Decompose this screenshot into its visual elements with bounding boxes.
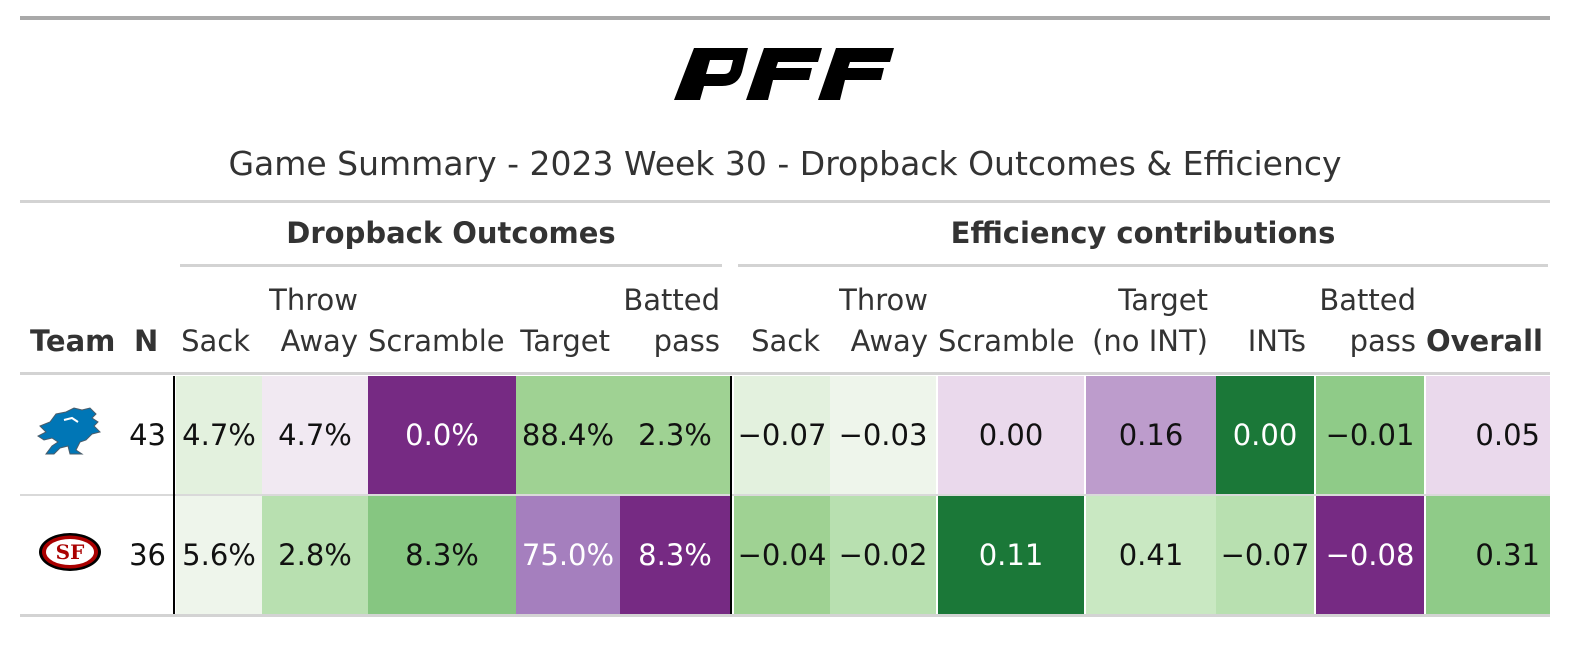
column-header-eff-batted-pass: Batted pass [1319,283,1416,358]
cell-eff-sack: −0.04 [734,496,830,614]
cell-n: 36 [129,538,166,572]
cell-outcome-batted-pass: 2.3% [620,376,730,494]
cell-eff-scramble: 0.11 [938,496,1084,614]
cell-outcome-scramble: 0.0% [368,376,516,494]
column-header-eff-throw-away: Throw Away [839,283,928,358]
column-header-outcome-batted-pass: Batted pass [623,283,720,358]
spanner-efficiency-contributions: Efficiency contributions [950,216,1336,250]
cell-eff-ints: −0.07 [1216,496,1314,614]
cell-eff-target-no-int: 0.16 [1086,376,1216,494]
san-francisco-49ers-logo: SF [39,533,101,571]
column-header-eff-overall: Overall [1426,324,1543,358]
cell-eff-throw-away: −0.03 [830,376,936,494]
column-header-eff-ints: INTs [1247,324,1306,358]
pff-logo [674,48,894,100]
cell-outcome-throw-away: 2.8% [262,496,368,614]
outcomes-left-border [173,376,175,614]
cell-outcome-sack: 5.6% [176,496,262,614]
column-header-n: N [134,324,159,358]
cell-outcome-target: 75.0% [516,496,620,614]
detroit-lions-logo [37,407,101,455]
cell-eff-batted-pass: −0.08 [1316,496,1424,614]
cell-eff-batted-pass: −0.01 [1316,376,1424,494]
cell-eff-ints: 0.00 [1216,376,1314,494]
column-header-outcome-scramble: Scramble [368,324,505,358]
efficiency-left-border [730,376,732,614]
table-title: Game Summary - 2023 Week 30 - Dropback O… [228,144,1342,183]
title-rule [20,200,1550,203]
svg-text:SF: SF [56,540,85,564]
column-header-eff-target-no-int: Target (no INT) [1092,283,1208,358]
cell-eff-target-no-int: 0.41 [1086,496,1216,614]
column-header-outcome-sack: Sack [181,324,250,358]
cell-n: 43 [129,418,166,452]
cell-eff-overall: 0.31 [1426,496,1550,614]
header-rule [20,372,1550,375]
cell-eff-scramble: 0.00 [938,376,1084,494]
column-header-eff-sack: Sack [751,324,820,358]
column-header-team: Team [30,324,116,358]
bottom-rule [20,614,1550,617]
spanner-line-efficiency [738,264,1548,267]
cell-eff-throw-away: −0.02 [830,496,936,614]
cell-outcome-throw-away: 4.7% [262,376,368,494]
spanner-line-outcomes [180,264,722,267]
column-header-outcome-target: Target [520,324,610,358]
cell-outcome-sack: 4.7% [176,376,262,494]
cell-eff-overall: 0.05 [1426,376,1550,494]
cell-eff-sack: −0.07 [734,376,830,494]
cell-outcome-target: 88.4% [516,376,620,494]
column-header-eff-scramble: Scramble [938,324,1075,358]
column-header-outcome-throw-away: Throw Away [269,283,358,358]
spanner-dropback-outcomes: Dropback Outcomes [286,216,616,250]
row-separator [20,494,1550,496]
cell-outcome-scramble: 8.3% [368,496,516,614]
top-rule [20,16,1550,20]
cell-outcome-batted-pass: 8.3% [620,496,730,614]
